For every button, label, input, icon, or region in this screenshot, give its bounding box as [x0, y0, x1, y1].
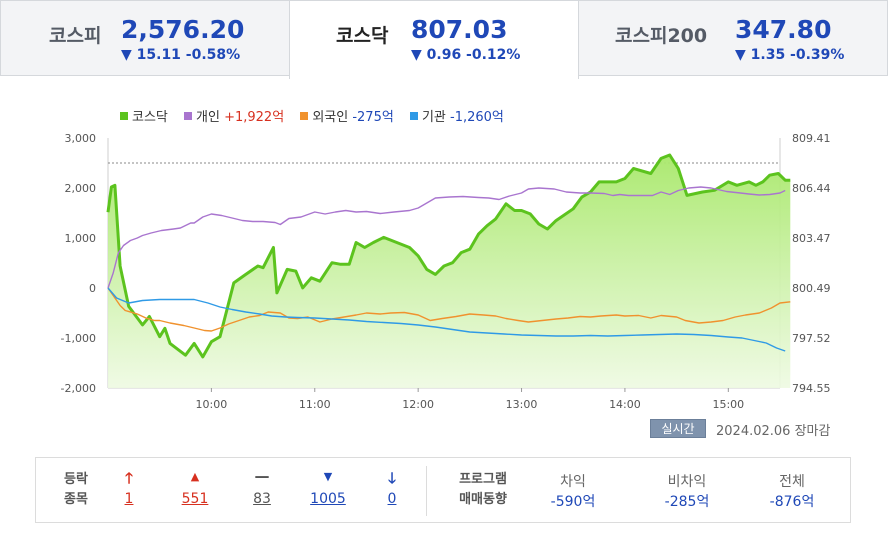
breadth-label-line2: 종목 [64, 492, 88, 507]
area-layer [106, 153, 791, 388]
breadth-label-line1: 등락 [64, 472, 88, 487]
y-left-tick-label: 1,000 [65, 232, 97, 245]
tab-kosdaq-value: 807.03 [411, 15, 508, 44]
tab-kospi200-name: 코스피200 [615, 25, 708, 47]
axis-layer: 3,000 2,000 1,000 0 -1,000 -2,000 809.41 806.44… [61, 132, 831, 411]
legend-index[interactable]: 코스닥 [120, 106, 168, 125]
breadth-label: 등락 종목 [58, 470, 94, 510]
program-nonarb-value: -285억 [664, 494, 710, 510]
x-tick-label: 12:00 [402, 398, 434, 411]
legend-retail-label: 개인 [196, 110, 220, 125]
legend-retail-swatch [184, 112, 193, 120]
y-right-tick-label: 794.55 [792, 382, 831, 395]
tab-kospi[interactable]: 코스피 2,576.20 ▼ 15.11 -0.58% [0, 0, 290, 76]
unchanged-count[interactable]: 83 [253, 491, 271, 507]
x-tick-label: 14:00 [609, 398, 641, 411]
legend-foreign-label: 외국인 [312, 110, 349, 125]
legend-foreign[interactable]: 외국인 -275억 [300, 106, 394, 125]
legend-index-swatch [120, 112, 128, 120]
program-total-value: -876억 [769, 494, 815, 510]
up-triangle-icon: ▲ [190, 470, 200, 483]
tab-kospi200-change: ▼ 1.35 -0.39% [735, 47, 845, 63]
legend-institution-swatch [409, 112, 418, 120]
down-count[interactable]: 1005 [310, 491, 346, 507]
series-kosdaq-area [108, 155, 791, 388]
y-left-tick-label: 0 [89, 282, 96, 295]
unchanged-dash-icon: — [254, 467, 270, 485]
limit-up-count[interactable]: 1 [124, 491, 134, 507]
legend-foreign-swatch [300, 112, 309, 120]
legend-index-label: 코스닥 [132, 110, 168, 125]
legend-foreign-value: -275억 [352, 110, 394, 125]
tab-kosdaq-change: ▼ 0.96 -0.12% [411, 47, 521, 63]
tab-kospi200[interactable]: 코스피200 347.80 ▼ 1.35 -0.39% [578, 0, 888, 76]
series-institution-line [107, 287, 786, 352]
tab-kospi-value: 2,576.20 [121, 15, 245, 44]
y-right-tick-label: 806.44 [792, 182, 831, 195]
legend-retail-value: +1,922억 [224, 110, 285, 125]
series-foreign-line [107, 287, 791, 332]
legend-retail[interactable]: 개인 +1,922억 [184, 106, 284, 125]
market-date-status: 2024.02.06 장마감 [716, 424, 831, 439]
program-arb-label: 차익 [560, 474, 586, 490]
tab-kospi-change: ▼ 15.11 -0.58% [121, 47, 241, 63]
market-stats-panel: 등락 종목 🡑 1 ▲ 551 — 83 ▼ 1005 🡓 0 프로그램 매매동… [35, 457, 851, 523]
tab-kospi-name: 코스피 [49, 25, 102, 47]
y-left-tick-label: 3,000 [65, 132, 97, 145]
y-left-tick-label: -2,000 [61, 382, 96, 395]
x-tick-label: 15:00 [712, 398, 744, 411]
index-tabs: 코스피 2,576.20 ▼ 15.11 -0.58% 코스닥 807.03 ▼… [0, 0, 888, 79]
up-count[interactable]: 551 [181, 491, 209, 507]
program-label-line1: 프로그램 [459, 472, 507, 487]
down-triangle-icon: ▼ [323, 470, 333, 483]
limit-down-arrow-icon: 🡓 [388, 469, 396, 487]
legend-institution-label: 기관 [421, 110, 446, 125]
limit-up-arrow-icon: 🡑 [125, 469, 133, 487]
program-nonarb-label: 비차익 [667, 474, 707, 490]
program-label-line2: 매매동향 [459, 492, 507, 507]
y-left-tick-label: -1,000 [61, 332, 96, 345]
realtime-badge[interactable]: 실시간 [650, 419, 706, 438]
y-left-tick-label: 2,000 [65, 182, 97, 195]
tab-kosdaq[interactable]: 코스닥 807.03 ▼ 0.96 -0.12% [289, 0, 579, 79]
legend-institution-value: -1,260억 [450, 110, 504, 125]
stats-divider [426, 466, 427, 516]
program-arb-value: -590억 [550, 494, 596, 510]
y-right-tick-label: 800.49 [792, 282, 831, 295]
y-right-tick-label: 803.47 [792, 232, 831, 245]
chart-legend: 코스닥 개인 +1,922억 외국인 -275억 기관 -1,260억 [120, 106, 516, 125]
intraday-chart: 3,000 2,000 1,000 0 -1,000 -2,000 809.41 806.44… [61, 132, 831, 411]
x-tick-label: 10:00 [196, 398, 228, 411]
line-layer [107, 186, 791, 352]
y-right-tick-label: 809.41 [792, 132, 831, 145]
tab-kospi200-value: 347.80 [735, 15, 832, 44]
y-right-tick-label: 797.52 [792, 332, 831, 345]
limit-down-count[interactable]: 0 [387, 491, 397, 507]
tab-kosdaq-name: 코스닥 [336, 25, 389, 47]
x-tick-label: 13:00 [506, 398, 538, 411]
program-total-label: 전체 [779, 474, 805, 490]
legend-institution[interactable]: 기관 -1,260억 [409, 106, 504, 125]
series-retail-line [107, 186, 786, 289]
x-tick-label: 11:00 [299, 398, 331, 411]
series-kosdaq-line [106, 153, 791, 359]
program-label: 프로그램 매매동향 [448, 470, 518, 510]
